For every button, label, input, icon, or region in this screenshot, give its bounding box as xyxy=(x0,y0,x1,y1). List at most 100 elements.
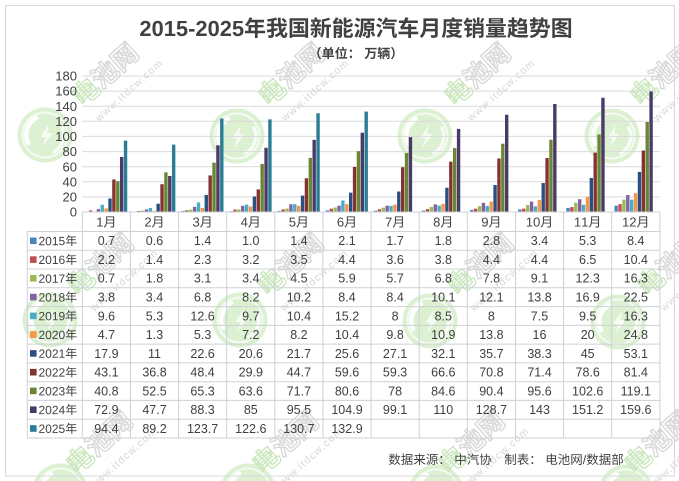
svg-text:0.7: 0.7 xyxy=(98,272,115,286)
svg-text:13.8: 13.8 xyxy=(527,291,551,305)
svg-text:45: 45 xyxy=(581,347,595,361)
svg-text:48.4: 48.4 xyxy=(190,366,214,380)
svg-text:8.2: 8.2 xyxy=(242,291,259,305)
svg-text:1.4: 1.4 xyxy=(290,234,307,248)
svg-text:84.6: 84.6 xyxy=(431,384,455,398)
svg-text:3.4: 3.4 xyxy=(531,234,548,248)
svg-text:29.9: 29.9 xyxy=(239,366,263,380)
svg-text:71.4: 71.4 xyxy=(527,366,551,380)
svg-text:5.3: 5.3 xyxy=(146,309,163,323)
svg-text:159.6: 159.6 xyxy=(620,403,651,417)
svg-text:151.2: 151.2 xyxy=(572,403,603,417)
svg-text:143: 143 xyxy=(529,403,550,417)
svg-text:40: 40 xyxy=(63,174,77,189)
svg-text:9.8: 9.8 xyxy=(386,328,403,342)
svg-text:5.9: 5.9 xyxy=(338,272,355,286)
svg-text:10.2: 10.2 xyxy=(287,291,311,305)
svg-text:2.3: 2.3 xyxy=(194,253,211,267)
svg-text:17.9: 17.9 xyxy=(94,347,118,361)
svg-text:65.3: 65.3 xyxy=(190,384,214,398)
svg-text:119.1: 119.1 xyxy=(621,384,651,398)
svg-text:100: 100 xyxy=(55,129,77,144)
svg-text:15.2: 15.2 xyxy=(335,309,359,323)
svg-text:95.5: 95.5 xyxy=(287,403,311,417)
svg-text:94.4: 94.4 xyxy=(94,422,118,436)
svg-text:3.8: 3.8 xyxy=(98,291,115,305)
svg-text:13.8: 13.8 xyxy=(479,328,503,342)
svg-text:1.0: 1.0 xyxy=(242,234,259,248)
svg-text:72.9: 72.9 xyxy=(94,403,118,417)
svg-text:60: 60 xyxy=(63,159,77,174)
svg-text:3.1: 3.1 xyxy=(194,272,211,286)
svg-text:95.6: 95.6 xyxy=(527,384,551,398)
svg-text:47.7: 47.7 xyxy=(142,403,166,417)
svg-text:3.5: 3.5 xyxy=(290,253,307,267)
svg-text:36.8: 36.8 xyxy=(142,366,166,380)
svg-text:4.7: 4.7 xyxy=(98,328,115,342)
svg-text:8.4: 8.4 xyxy=(386,291,403,305)
svg-text:3.4: 3.4 xyxy=(146,291,163,305)
svg-text:1.7: 1.7 xyxy=(386,234,403,248)
svg-text:2.2: 2.2 xyxy=(98,253,115,267)
svg-text:20: 20 xyxy=(63,190,77,205)
svg-text:110: 110 xyxy=(433,403,453,417)
svg-text:24.8: 24.8 xyxy=(624,328,648,342)
svg-text:63.6: 63.6 xyxy=(239,384,263,398)
svg-text:0.7: 0.7 xyxy=(98,234,115,248)
svg-text:90.4: 90.4 xyxy=(479,384,503,398)
svg-text:7.5: 7.5 xyxy=(531,309,548,323)
svg-text:89.2: 89.2 xyxy=(142,422,166,436)
svg-text:21.7: 21.7 xyxy=(287,347,311,361)
svg-text:16.9: 16.9 xyxy=(576,291,600,305)
svg-text:8.2: 8.2 xyxy=(290,328,307,342)
svg-text:16.3: 16.3 xyxy=(624,272,648,286)
svg-text:0: 0 xyxy=(70,205,77,220)
svg-text:85: 85 xyxy=(244,403,258,417)
svg-text:4.4: 4.4 xyxy=(338,253,355,267)
svg-text:1.3: 1.3 xyxy=(146,328,163,342)
svg-text:8.5: 8.5 xyxy=(435,309,452,323)
svg-text:66.6: 66.6 xyxy=(431,366,455,380)
svg-text:5.3: 5.3 xyxy=(194,328,211,342)
svg-text:59.6: 59.6 xyxy=(335,366,359,380)
svg-text:53.1: 53.1 xyxy=(624,347,648,361)
svg-text:88.3: 88.3 xyxy=(190,403,214,417)
svg-text:22.6: 22.6 xyxy=(190,347,214,361)
svg-text:16: 16 xyxy=(533,328,547,342)
svg-text:1.4: 1.4 xyxy=(146,253,163,267)
svg-text:102.6: 102.6 xyxy=(572,384,603,398)
svg-text:5.3: 5.3 xyxy=(579,234,596,248)
svg-text:27.1: 27.1 xyxy=(383,347,407,361)
svg-text:123.7: 123.7 xyxy=(187,422,218,436)
svg-text:1.8: 1.8 xyxy=(146,272,163,286)
svg-text:35.7: 35.7 xyxy=(479,347,503,361)
svg-text:4.4: 4.4 xyxy=(531,253,548,267)
svg-text:2.1: 2.1 xyxy=(338,234,355,248)
svg-text:4.5: 4.5 xyxy=(290,272,307,286)
svg-text:8.4: 8.4 xyxy=(338,291,355,305)
svg-text:22.5: 22.5 xyxy=(624,291,648,305)
svg-text:130.7: 130.7 xyxy=(283,422,314,436)
svg-text:11: 11 xyxy=(148,347,161,361)
svg-text:160: 160 xyxy=(55,84,77,99)
svg-text:2.8: 2.8 xyxy=(483,234,500,248)
svg-text:10.4: 10.4 xyxy=(624,253,648,267)
svg-text:128.7: 128.7 xyxy=(476,403,507,417)
svg-text:1.8: 1.8 xyxy=(435,234,452,248)
svg-text:10.4: 10.4 xyxy=(287,309,311,323)
svg-text:43.1: 43.1 xyxy=(94,366,118,380)
svg-text:6.8: 6.8 xyxy=(435,272,452,286)
svg-text:4.4: 4.4 xyxy=(483,253,500,267)
svg-text:78.6: 78.6 xyxy=(576,366,600,380)
svg-text:104.9: 104.9 xyxy=(331,403,362,417)
svg-text:71.7: 71.7 xyxy=(287,384,311,398)
svg-text:80.6: 80.6 xyxy=(335,384,359,398)
svg-text:7.2: 7.2 xyxy=(242,328,259,342)
svg-text:5.7: 5.7 xyxy=(386,272,403,286)
svg-text:7.8: 7.8 xyxy=(483,272,500,286)
svg-text:12.1: 12.1 xyxy=(479,291,503,305)
svg-text:12.6: 12.6 xyxy=(190,309,214,323)
svg-text:78: 78 xyxy=(388,384,402,398)
svg-text:8.4: 8.4 xyxy=(627,234,644,248)
svg-text:40.8: 40.8 xyxy=(94,384,118,398)
